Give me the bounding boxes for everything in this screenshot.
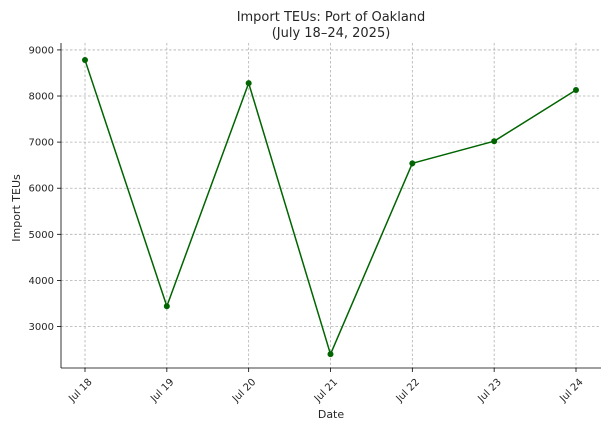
data-point xyxy=(245,80,252,87)
x-tick-label: Jul 22 xyxy=(394,377,422,405)
y-tick-label: 7000 xyxy=(29,138,54,149)
data-point xyxy=(163,303,170,310)
y-tick-label: 9000 xyxy=(29,45,54,56)
grid xyxy=(61,43,601,368)
y-tick-label: 5000 xyxy=(29,230,54,241)
x-tick-label: Jul 21 xyxy=(312,377,340,405)
x-tick-label: Jul 19 xyxy=(148,377,176,405)
data-point xyxy=(327,351,334,358)
y-tick-label: 3000 xyxy=(29,322,54,333)
y-tick-label: 4000 xyxy=(29,276,54,287)
x-tick-label: Jul 24 xyxy=(557,377,585,405)
x-axis-label: Date xyxy=(318,408,345,421)
x-tick-label: Jul 20 xyxy=(230,377,258,405)
y-tick-label: 8000 xyxy=(29,92,54,103)
data-point xyxy=(491,138,498,145)
y-tick-label: 6000 xyxy=(29,184,54,195)
data-point xyxy=(82,57,88,64)
y-axis-label: Import TEUs xyxy=(10,174,23,242)
ticks: 3000 4000 5000 6000 7000 8000 9000 Jul 18 Jul 19… xyxy=(29,45,586,405)
axes xyxy=(60,43,601,369)
data-point xyxy=(409,160,416,167)
chart-title: Import TEUs: Port of Oakland xyxy=(237,10,426,25)
x-tick-label: Jul 23 xyxy=(476,377,504,405)
series xyxy=(82,57,579,358)
data-point xyxy=(573,87,579,94)
x-tick-label: Jul 18 xyxy=(66,377,94,405)
chart-subtitle: (July 18–24, 2025) xyxy=(272,26,391,41)
